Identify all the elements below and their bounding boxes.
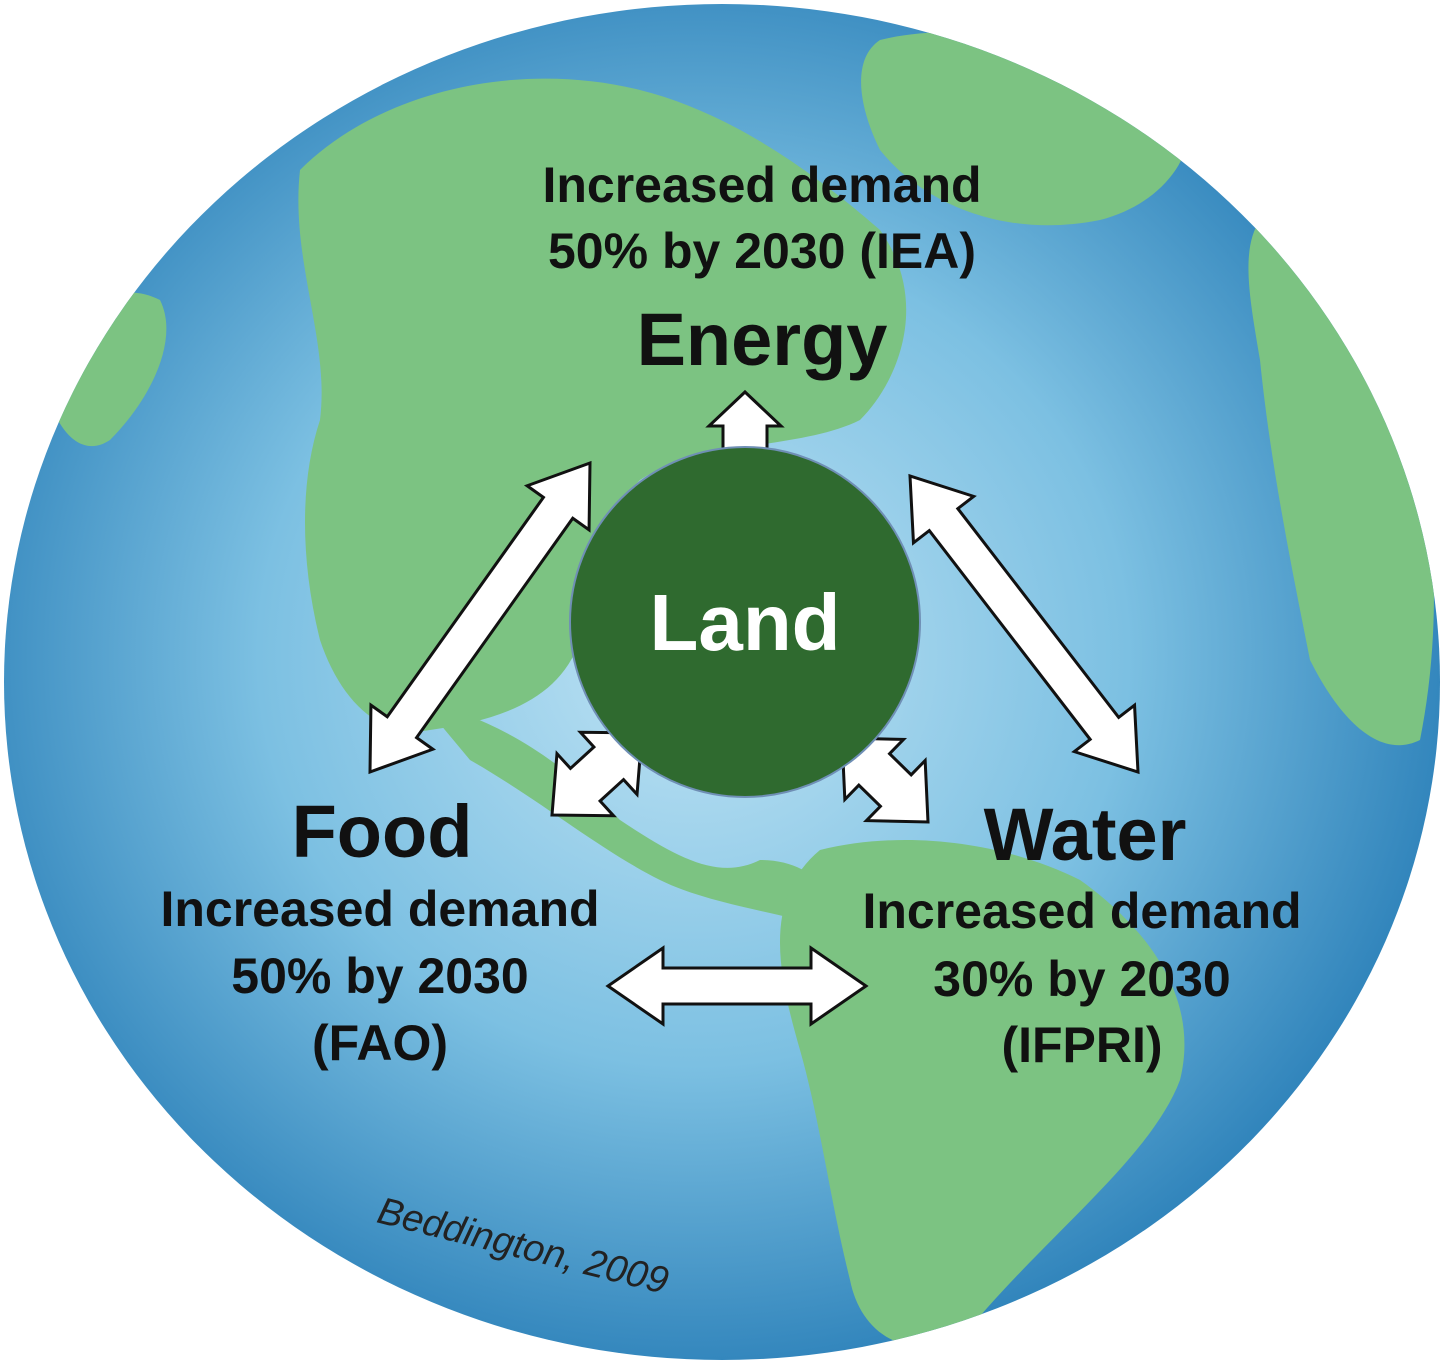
food-demand: Increased demand [160, 881, 599, 937]
water-demand: Increased demand [862, 883, 1301, 939]
water-label: Water [984, 793, 1187, 876]
food-label: Food [292, 790, 473, 873]
water-demand: (IFPRI) [1001, 1017, 1162, 1073]
food-demand: 50% by 2030 [231, 948, 528, 1004]
food-demand: (FAO) [312, 1015, 448, 1071]
energy-demand: Increased demand [542, 157, 981, 213]
diagram: Land Increased demand 50% by 2030 (IEA) … [0, 0, 1440, 1361]
land-label: Land [649, 578, 840, 667]
energy-label: Energy [637, 298, 888, 381]
energy-demand: 50% by 2030 (IEA) [548, 223, 976, 279]
water-demand: 30% by 2030 [933, 951, 1230, 1007]
